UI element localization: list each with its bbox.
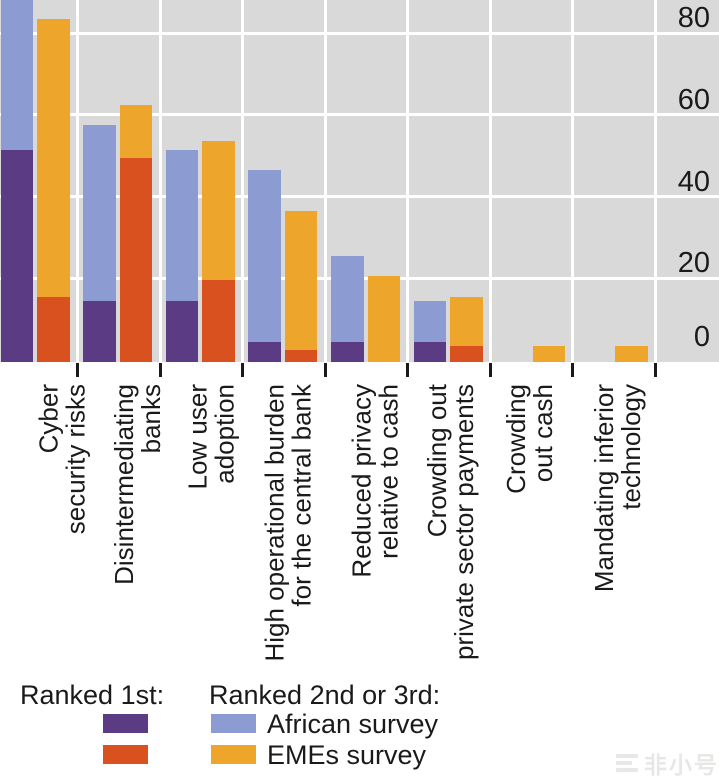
x-axis-category-label: Crowding out cash: [500, 384, 558, 494]
bar-african-ranked-2nd-3rd: [248, 170, 281, 342]
gridline-vertical: [488, 0, 492, 362]
x-axis-tick-mark: [76, 363, 79, 377]
x-axis-tick-mark: [241, 363, 245, 377]
x-axis-category-label: Cyber security risks: [33, 384, 91, 535]
y-axis-tick-label: 0: [693, 321, 710, 353]
bar-emes-ranked-1st: [284, 349, 318, 362]
legend-swatch-ranked1-emes: [103, 745, 148, 764]
bar-african-ranked-1st: [165, 300, 199, 362]
bar-emes-ranked-2nd-3rd: [37, 18, 70, 297]
x-axis-category-label: Disintermediating banks: [108, 384, 166, 585]
bar-african-ranked-2nd-3rd: [165, 149, 199, 301]
watermark: 非小号: [616, 746, 719, 780]
bar-emes-ranked-1st: [119, 157, 153, 362]
bar-emes-ranked-2nd-3rd: [119, 104, 153, 158]
gridline-vertical: [241, 0, 245, 362]
bar-emes-ranked-2nd-3rd: [367, 276, 400, 362]
bar-emes-ranked-1st: [202, 280, 235, 362]
gridline-vertical: [158, 0, 162, 362]
bar-emes-ranked-1st: [450, 345, 483, 362]
gridline-horizontal: [0, 195, 719, 199]
bar-african-ranked-2nd-3rd: [83, 125, 116, 301]
x-axis-category-label: Crowding out private sector payments: [422, 384, 479, 661]
x-axis-tick-mark: [654, 363, 657, 377]
bar-emes-ranked-2nd-3rd: [450, 296, 483, 346]
gridline-vertical: [654, 0, 657, 362]
bar-emes-ranked-1st: [37, 296, 70, 362]
x-axis-category-label: High operational burden for the central …: [259, 384, 317, 662]
plot-area: [0, 0, 719, 362]
gridline-vertical: [406, 0, 410, 362]
bar-african-ranked-1st: [413, 341, 446, 362]
y-axis-tick-label: 60: [677, 83, 710, 116]
x-axis-category-label: Reduced privacy relative to cash: [346, 384, 404, 578]
bar-emes-ranked-2nd-3rd: [532, 345, 566, 362]
bar-emes-ranked-2nd-3rd: [284, 210, 318, 350]
watermark-logo-icon: [616, 754, 638, 772]
bar-african-ranked-1st: [248, 341, 281, 362]
y-axis-tick-label: 20: [677, 247, 710, 280]
x-axis-tick-mark: [406, 363, 410, 377]
bar-african-ranked-2nd-3rd: [0, 0, 34, 150]
bar-african-ranked-2nd-3rd: [331, 255, 364, 342]
y-axis-tick-label: 40: [677, 165, 710, 198]
x-axis-category-label: Low user adoption: [182, 384, 240, 490]
bar-emes-ranked-2nd-3rd: [202, 141, 235, 281]
bar-african-ranked-1st: [331, 341, 364, 362]
bar-african-ranked-2nd-3rd: [413, 300, 446, 342]
bar-emes-ranked-2nd-3rd: [615, 345, 648, 362]
x-axis-tick-mark: [323, 363, 327, 377]
legend-swatch-ranked23-emes: [211, 745, 256, 764]
x-axis-tick-mark: [488, 363, 492, 377]
x-axis-tick-mark: [158, 363, 162, 377]
bar-african-ranked-1st: [83, 300, 116, 362]
gridline-horizontal: [0, 113, 719, 117]
x-axis-category-label: Mandating inferior technology: [589, 384, 647, 593]
x-axis-tick-mark: [571, 363, 575, 377]
gridline-vertical: [571, 0, 575, 362]
legend-swatch-ranked23-african: [211, 714, 256, 733]
gridline-vertical: [76, 0, 79, 362]
y-axis-tick-label: 80: [677, 2, 710, 35]
gridline-vertical: [323, 0, 327, 362]
legend-label-african-survey: African survey: [267, 709, 439, 739]
bar-african-ranked-1st: [0, 149, 34, 362]
legend-label-emes-survey: EMEs survey: [267, 740, 427, 770]
legend-swatch-ranked1-african: [103, 714, 148, 733]
legend-title-ranked-1st: Ranked 1st:: [20, 680, 165, 710]
watermark-text: 非小号: [644, 752, 719, 778]
legend-title-ranked-2nd-3rd: Ranked 2nd or 3rd:: [209, 680, 441, 710]
gridline-horizontal: [0, 31, 719, 35]
